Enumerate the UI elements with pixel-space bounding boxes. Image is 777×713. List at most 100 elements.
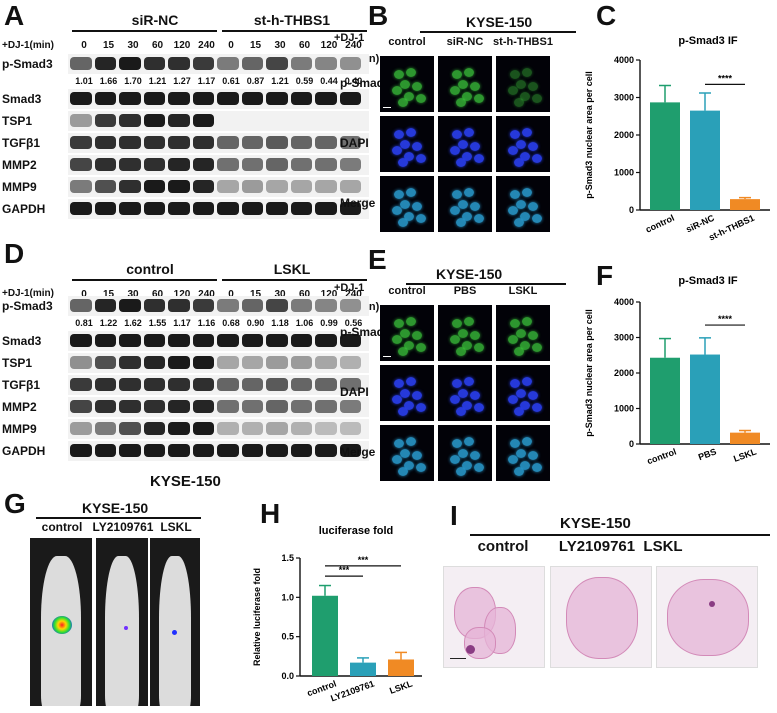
blot-band xyxy=(339,400,361,413)
cell-nucleus xyxy=(404,212,414,221)
blot-band xyxy=(290,92,312,105)
group-label-sirnc: siR-NC xyxy=(131,12,179,28)
blot-row-label: TGFβ1 xyxy=(2,378,40,392)
blot-band xyxy=(168,400,190,413)
cell-line-label: KYSE-150 xyxy=(150,473,221,490)
column-header: LSKL xyxy=(643,538,683,555)
blot-band xyxy=(119,356,141,369)
cell-nucleus xyxy=(510,130,520,139)
blot-row xyxy=(68,155,369,175)
lane-label: 15 xyxy=(249,289,262,300)
bar xyxy=(350,662,376,676)
blot-band xyxy=(143,180,165,193)
cell-nucleus xyxy=(452,70,462,79)
tissue-lobe xyxy=(667,579,749,656)
lane-label: 240 xyxy=(345,289,362,300)
group-underline xyxy=(72,279,217,281)
cell-nucleus xyxy=(508,86,518,95)
cell-nucleus xyxy=(516,329,526,338)
x-tick-label: control xyxy=(646,446,678,466)
blot-band xyxy=(94,422,116,435)
blot-band xyxy=(217,202,239,215)
panel-letter-h: H xyxy=(260,498,281,529)
blot-band xyxy=(266,57,288,70)
mouse-image xyxy=(150,538,200,706)
cell-nucleus xyxy=(462,212,472,221)
cell-nucleus xyxy=(508,335,518,344)
blot-band xyxy=(70,180,92,193)
lane-label: 0 xyxy=(228,40,234,51)
column-header: LY2109761 xyxy=(558,538,636,555)
time-label: +DJ-1(min) xyxy=(2,288,54,299)
column-header: LSKL xyxy=(508,285,538,297)
cell-nucleus xyxy=(412,202,422,211)
histology-section xyxy=(656,566,758,668)
blot-band xyxy=(217,356,239,369)
blot-band xyxy=(119,422,141,435)
blot-band xyxy=(192,158,214,171)
blot-row-label: Smad3 xyxy=(2,334,42,348)
blot-band xyxy=(241,444,263,457)
panel-letter-g: G xyxy=(4,488,26,519)
cell-nucleus xyxy=(406,437,416,446)
blot-row-label: p-Smad3 xyxy=(2,57,53,71)
title-underline xyxy=(36,517,201,519)
blot-band xyxy=(192,400,214,413)
blot-band xyxy=(143,378,165,391)
cell-nucleus xyxy=(416,214,426,223)
blot-band xyxy=(70,202,92,215)
micrograph xyxy=(438,365,492,421)
cell-nucleus xyxy=(528,451,538,460)
cell-nucleus xyxy=(394,190,404,199)
blot-row xyxy=(68,419,369,439)
micrograph xyxy=(496,176,550,232)
cell-nucleus xyxy=(516,449,526,458)
blot-band xyxy=(339,158,361,171)
cell-nucleus xyxy=(392,335,402,344)
cell-nucleus xyxy=(416,154,426,163)
lane-label: 30 xyxy=(274,40,286,51)
cell-nucleus xyxy=(398,347,408,356)
blot-band xyxy=(119,444,141,457)
blot-band xyxy=(217,334,239,347)
x-tick-label: control xyxy=(644,213,676,235)
cell-nucleus xyxy=(532,214,542,223)
blot-band xyxy=(241,400,263,413)
cell-nucleus xyxy=(470,82,480,91)
blot-band xyxy=(315,136,337,149)
lane-label: 15 xyxy=(102,40,115,51)
cell-nucleus xyxy=(394,439,404,448)
blot-band xyxy=(119,180,141,193)
blot-band xyxy=(94,299,116,312)
cell-nucleus xyxy=(400,200,410,209)
blot-row-label: MMP2 xyxy=(2,158,37,172)
blot-band xyxy=(241,57,263,70)
blot-band xyxy=(192,136,214,149)
blot-band xyxy=(266,92,288,105)
x-tick-label: LSKL xyxy=(732,446,758,464)
micrograph xyxy=(380,365,434,421)
blot-band xyxy=(192,114,214,127)
panel-title: KYSE-150 xyxy=(82,500,149,516)
bar xyxy=(730,432,760,444)
lane-label: 240 xyxy=(345,40,362,51)
cell-nucleus xyxy=(406,68,416,77)
bar xyxy=(650,357,680,444)
cell-nucleus xyxy=(470,451,480,460)
blot-row xyxy=(68,296,369,316)
cell-nucleus xyxy=(470,202,480,211)
blot-band xyxy=(192,92,214,105)
blot-band xyxy=(119,158,141,171)
lane-label: 120 xyxy=(320,40,338,51)
cell-nucleus xyxy=(450,86,460,95)
blot-row xyxy=(68,375,369,395)
blot-band xyxy=(241,422,263,435)
bar-chart-c: p-Smad3 IF 0 1000 2000 3000 4000 p-Smad3 nucle… xyxy=(584,35,770,243)
quant-value: 1.21 xyxy=(148,76,167,86)
y-tick-label: 4000 xyxy=(614,297,634,307)
histology-section xyxy=(443,566,545,668)
blot-band xyxy=(70,136,92,149)
bar xyxy=(690,354,720,444)
cell-nucleus xyxy=(450,335,460,344)
cell-nucleus xyxy=(400,389,410,398)
